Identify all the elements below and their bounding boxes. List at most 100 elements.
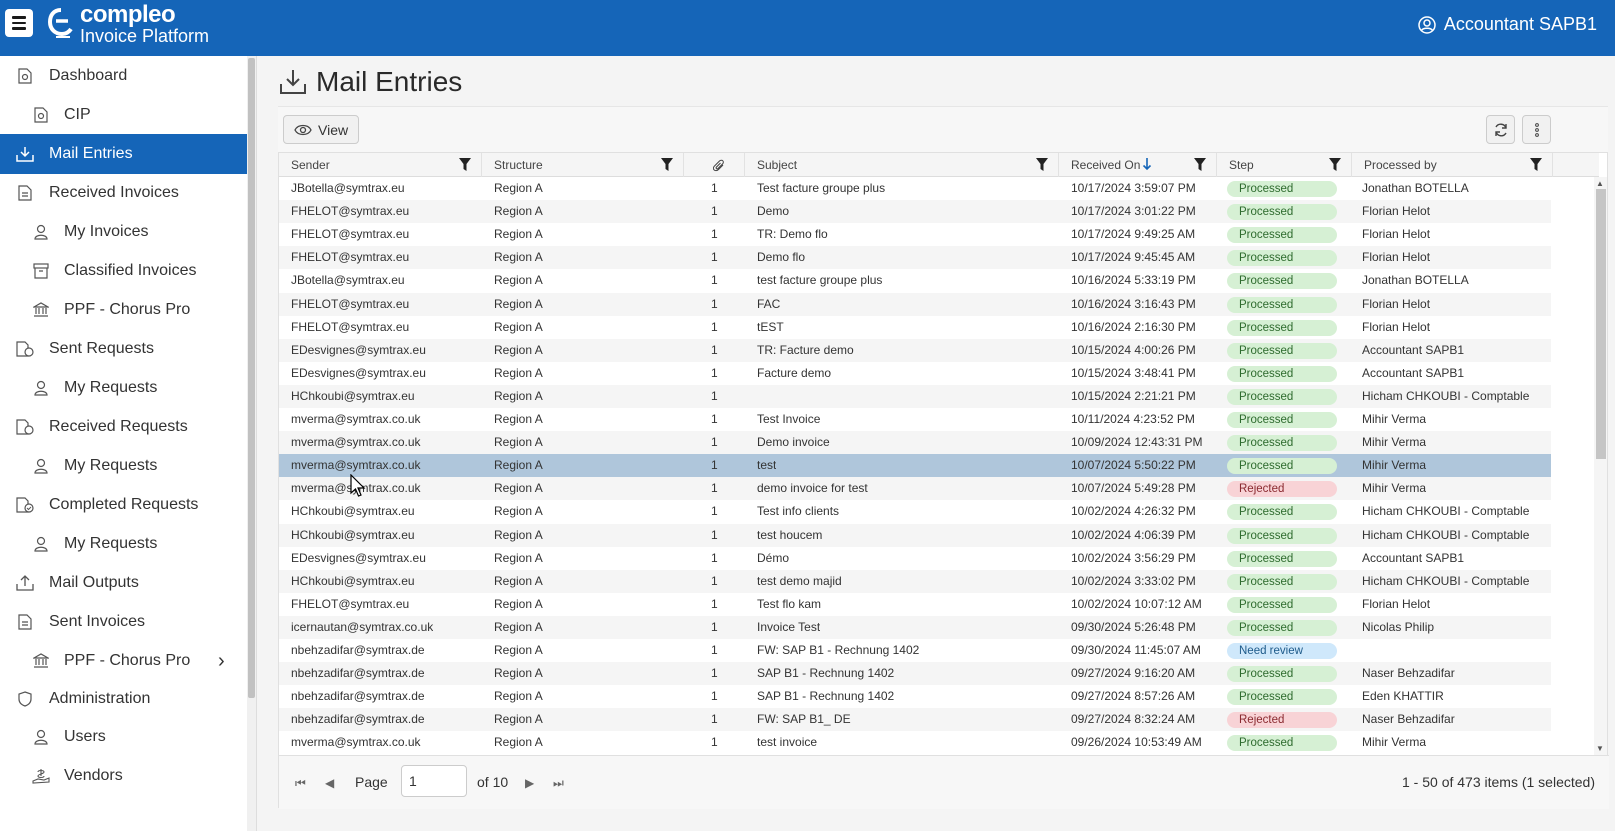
sidebar-item-received-requests[interactable]: Received Requests: [0, 407, 256, 447]
column-header-structure[interactable]: Structure: [482, 153, 684, 177]
more-options-button[interactable]: [1522, 115, 1551, 144]
table-row[interactable]: mverma@symtrax.co.uk Region A 1 Demo invoic…: [279, 431, 1551, 455]
table-row[interactable]: FHELOT@symtrax.eu Region A 1 Demo 10/17/2024…: [279, 200, 1551, 224]
by-cell: Mihir Verma: [1362, 435, 1427, 450]
filter-icon[interactable]: [661, 158, 673, 174]
sidebar-item-my-requests[interactable]: My Requests: [0, 524, 256, 564]
subject-cell: SAP B1 - Rechnung 1402: [757, 689, 895, 704]
by-cell: Mihir Verma: [1362, 412, 1427, 426]
scroll-up-icon[interactable]: ▲: [1596, 179, 1604, 188]
table-row[interactable]: mverma@symtrax.co.uk Region A 1 test invoic…: [279, 731, 1551, 754]
table-row[interactable]: HChkoubi@symtrax.eu Region A 1 10/15/2024 2…: [279, 384, 1551, 408]
structure-cell: Region A: [494, 181, 543, 195]
sidebar-item-users[interactable]: Users: [0, 717, 256, 757]
filter-icon[interactable]: [1329, 158, 1341, 174]
step-cell: Processed: [1217, 246, 1347, 269]
table-row[interactable]: FHELOT@symtrax.eu Region A 1 Demo flo 10/17/…: [279, 246, 1551, 270]
column-header-attachments[interactable]: [684, 153, 745, 177]
table-row[interactable]: HChkoubi@symtrax.eu Region A 1 Test info cl…: [279, 500, 1551, 523]
sidebar-item-mail-outputs[interactable]: Mail Outputs: [0, 563, 256, 603]
column-header-step[interactable]: Step: [1217, 153, 1352, 177]
column-header-subject[interactable]: Subject: [745, 153, 1059, 177]
filter-icon[interactable]: [459, 158, 471, 174]
sidebar-item-completed-requests[interactable]: Completed Requests: [0, 485, 256, 525]
table-row[interactable]: HChkoubi@symtrax.eu Region A 1 test demo ma…: [279, 569, 1551, 593]
status-badge: Processed: [1227, 504, 1337, 521]
subject-cell: test demo majid: [757, 573, 842, 588]
sidebar-item-sent-requests[interactable]: Sent Requests: [0, 329, 256, 369]
by-cell: Accountant SAPB1: [1362, 550, 1465, 565]
page-number-input[interactable]: [401, 765, 467, 797]
sidebar-item-sent-invoices[interactable]: Sent Invoices: [0, 602, 256, 642]
menu-icon-bar: [12, 16, 26, 19]
table-row[interactable]: icernautan@symtrax.co.uk Region A 1 Invoice…: [279, 615, 1551, 639]
scroll-down-icon[interactable]: ▼: [1596, 744, 1604, 753]
last-page-icon[interactable]: ⏭: [553, 776, 564, 790]
sidebar-item-classified-invoices[interactable]: Classified Invoices: [0, 251, 256, 291]
next-page-icon[interactable]: ▶: [525, 776, 535, 790]
vendor-icon: [32, 767, 50, 785]
table-row[interactable]: nbehzadifar@symtrax.de Region A 1 FW: SAP B…: [279, 708, 1551, 732]
att-cell: 1: [711, 481, 718, 496]
table-row[interactable]: nbehzadifar@symtrax.de Region A 1 FW: SAP B…: [279, 639, 1551, 662]
sidebar-item-my-requests[interactable]: My Requests: [0, 368, 256, 408]
user-icon: [32, 223, 50, 241]
chevron-right-icon[interactable]: ›: [218, 649, 225, 672]
table-row[interactable]: EDesvignes@symtrax.eu Region A 1 TR: Factur…: [279, 338, 1551, 362]
table-row[interactable]: nbehzadifar@symtrax.de Region A 1 SAP B1 - …: [279, 662, 1551, 686]
table-row[interactable]: FHELOT@symtrax.eu Region A 1 TR: Demo flo 10…: [279, 223, 1551, 246]
column-header-processed-by[interactable]: Processed by: [1352, 153, 1553, 177]
refresh-button[interactable]: [1486, 115, 1515, 144]
step-cell: Processed: [1217, 500, 1347, 523]
sidebar-item-received-invoices[interactable]: Received Invoices: [0, 173, 256, 213]
table-row[interactable]: FHELOT@symtrax.eu Region A 1 Test flo kam 10…: [279, 593, 1551, 616]
sidebar-item-my-requests[interactable]: My Requests: [0, 446, 256, 486]
sidebar-item-administration[interactable]: Administration: [0, 679, 256, 719]
first-page-icon[interactable]: ⏮: [295, 776, 306, 790]
received-cell: 10/02/2024 4:06:39 PM: [1071, 527, 1196, 542]
sidebar-item-cip[interactable]: CIP: [0, 95, 256, 135]
user-menu[interactable]: Accountant SAPB1: [1418, 14, 1597, 35]
table-row[interactable]: nbehzadifar@symtrax.de Region A 1 SAP B1 - …: [279, 685, 1551, 708]
status-badge: Rejected: [1227, 481, 1337, 498]
table-row[interactable]: EDesvignes@symtrax.eu Region A 1 Facture de…: [279, 362, 1551, 385]
table-row[interactable]: mverma@symtrax.co.uk Region A 1 test 10/07/2…: [279, 454, 1551, 478]
received-cell: 10/02/2024 10:07:12 AM: [1071, 596, 1202, 611]
sidebar-item-ppf-chorus-pro[interactable]: PPF - Chorus Pro: [0, 290, 256, 330]
subject-cell: Invoice Test: [757, 619, 821, 634]
hamburger-menu-button[interactable]: [5, 9, 33, 37]
mail-entries-grid: Sender Structure Subject Received On: [278, 152, 1609, 809]
filter-icon[interactable]: [1036, 158, 1048, 174]
app-logo[interactable]: compleo Invoice Platform: [47, 3, 209, 45]
sidebar-scrollbar[interactable]: [247, 56, 256, 831]
prev-page-icon[interactable]: ◀: [325, 776, 335, 790]
sidebar-item-ppf-chorus-pro[interactable]: PPF - Chorus Pro ›: [0, 641, 256, 681]
table-row[interactable]: HChkoubi@symtrax.eu Region A 1 test houcem 1…: [279, 523, 1551, 547]
att-cell: 1: [711, 342, 718, 357]
scrollbar-thumb[interactable]: [248, 58, 255, 698]
received-cell: 10/17/2024 9:49:25 AM: [1071, 227, 1196, 242]
sidebar-item-label: Received Invoices: [49, 184, 179, 201]
sidebar-item-dashboard[interactable]: Dashboard: [0, 56, 256, 96]
column-header-sender[interactable]: Sender: [279, 153, 482, 177]
sender-cell: mverma@symtrax.co.uk: [291, 412, 421, 426]
step-cell: Processed: [1217, 454, 1347, 477]
sidebar-item-my-invoices[interactable]: My Invoices: [0, 212, 256, 252]
filter-icon[interactable]: [1194, 158, 1206, 174]
table-row[interactable]: FHELOT@symtrax.eu Region A 1 tEST 10/16/2024…: [279, 316, 1551, 339]
grid-scrollbar[interactable]: ▲ ▼: [1594, 177, 1607, 755]
table-row[interactable]: mverma@symtrax.co.uk Region A 1 Test Invoic…: [279, 408, 1551, 431]
scrollbar-thumb[interactable]: [1596, 189, 1606, 459]
column-header-received-on[interactable]: Received On: [1059, 153, 1217, 177]
table-row[interactable]: JBotella@symtrax.eu Region A 1 test facture…: [279, 269, 1551, 292]
grid-toolbar: View: [278, 106, 1608, 152]
view-button[interactable]: View: [283, 115, 360, 144]
subject-cell: Démo: [757, 550, 790, 565]
table-row[interactable]: JBotella@symtrax.eu Region A 1 Test facture…: [279, 177, 1551, 200]
table-row[interactable]: EDesvignes@symtrax.eu Region A 1 Démo 10/02/…: [279, 547, 1551, 570]
table-row[interactable]: FHELOT@symtrax.eu Region A 1 FAC 10/16/2024 …: [279, 292, 1551, 316]
filter-icon[interactable]: [1530, 158, 1542, 174]
sidebar-item-vendors[interactable]: Vendors: [0, 756, 256, 796]
sidebar-item-mail-entries[interactable]: Mail Entries: [0, 134, 256, 174]
